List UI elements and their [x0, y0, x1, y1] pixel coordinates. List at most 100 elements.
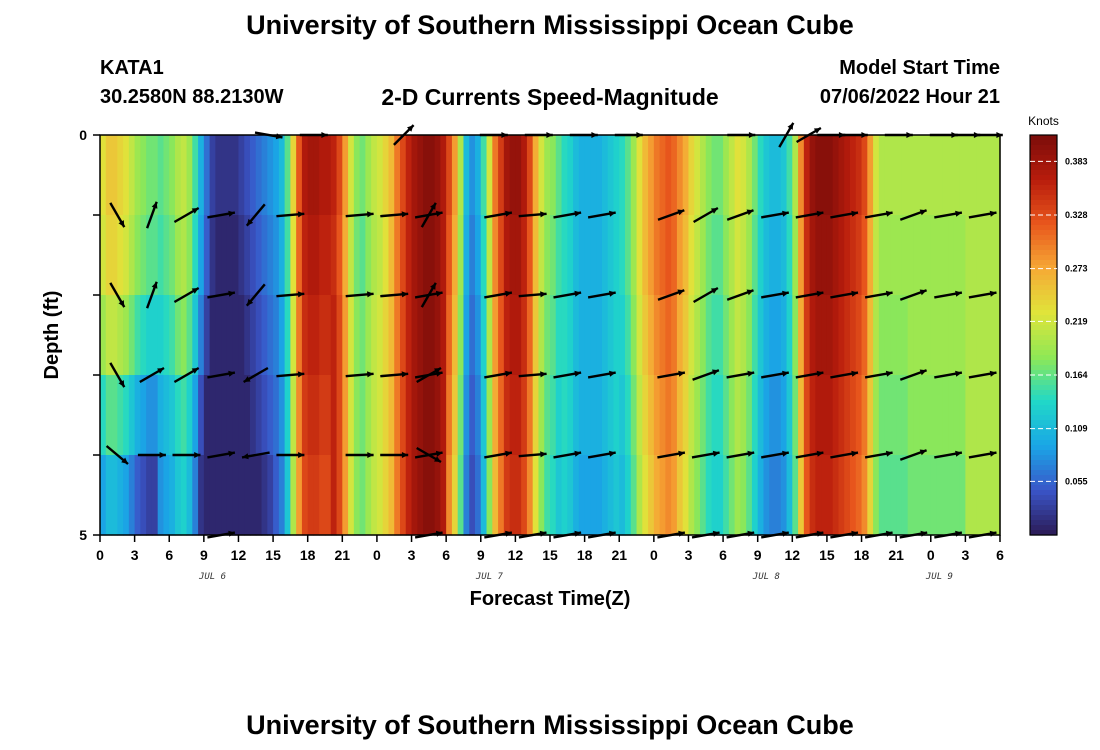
heat-cell [538, 375, 545, 456]
heat-cell [434, 295, 441, 376]
colorbar-swatch [1030, 400, 1057, 406]
heat-cell [763, 455, 770, 536]
heat-cell [561, 135, 568, 216]
heat-cell [457, 295, 465, 376]
heat-cell [273, 455, 280, 536]
heat-cell [913, 135, 920, 216]
heat-cell [705, 295, 713, 376]
heat-cell [734, 455, 741, 536]
x-axis-title: Forecast Time(Z) [470, 588, 631, 610]
heat-cell [509, 135, 516, 216]
colorbar-swatch [1030, 475, 1057, 481]
current-vector [414, 210, 443, 219]
heat-cell [884, 455, 891, 536]
heat-cell [123, 215, 130, 296]
heat-cell [405, 135, 413, 216]
heat-cell [948, 295, 955, 376]
heat-cell [578, 375, 586, 456]
footer-title: University of Southern Mississippi Ocean… [246, 710, 854, 740]
x-tick-label: 3 [408, 547, 416, 563]
heat-cell [988, 215, 995, 296]
heat-cell [544, 135, 551, 216]
heat-cell [550, 135, 557, 216]
heat-cell [428, 375, 436, 456]
heat-cell [630, 215, 638, 296]
current-vector [693, 206, 719, 224]
current-vector [414, 370, 443, 379]
current-vector [968, 210, 997, 219]
heat-cell [469, 135, 476, 216]
heat-cell [763, 295, 770, 376]
current-vector [726, 370, 755, 379]
current-vector [795, 450, 824, 459]
current-vector [518, 451, 547, 458]
heat-cell [688, 455, 695, 536]
colorbar-swatch [1030, 160, 1057, 166]
heat-cell [180, 215, 188, 296]
x-tick-label: 0 [650, 547, 658, 563]
heat-cell [717, 135, 724, 216]
colorbar-swatch [1030, 315, 1057, 321]
heat-cell [503, 455, 511, 536]
current-vector [380, 452, 409, 458]
heat-cell [146, 135, 153, 216]
heat-cell [723, 455, 730, 536]
heat-cell [826, 135, 834, 216]
heat-cell [128, 295, 136, 376]
heat-cell [134, 375, 141, 456]
heat-cell [261, 455, 268, 536]
heat-cell [238, 215, 245, 296]
heat-cell [330, 455, 338, 536]
heat-cell [221, 375, 228, 456]
heat-cell [394, 455, 401, 536]
heat-cell [457, 215, 465, 296]
colorbar-unit: Knots [1028, 114, 1059, 128]
heat-cell [423, 455, 430, 536]
heat-cell [953, 375, 961, 456]
colorbar-swatch [1030, 240, 1057, 246]
heat-cell [134, 135, 141, 216]
heat-cell [682, 455, 690, 536]
colorbar-swatch [1030, 385, 1057, 391]
heat-cell [873, 455, 880, 536]
current-vector [968, 450, 997, 459]
heat-cell [746, 455, 753, 536]
heat-cell [757, 455, 765, 536]
heat-cell [832, 215, 840, 296]
heat-cell [128, 455, 136, 536]
heat-cell [803, 375, 811, 456]
current-vector [760, 450, 790, 459]
heat-cell [128, 135, 136, 216]
heat-cell [671, 375, 678, 456]
current-vector [380, 371, 409, 378]
heat-cell [521, 295, 528, 376]
heat-cell [613, 375, 620, 456]
heat-cell [959, 135, 966, 216]
heat-cell [255, 455, 263, 536]
heat-cell [925, 295, 932, 376]
heat-cell [475, 215, 482, 296]
heat-cell [521, 215, 528, 296]
heat-cell [371, 135, 378, 216]
heat-cell [376, 135, 384, 216]
heat-cell [405, 295, 413, 376]
colorbar-swatch [1030, 355, 1057, 361]
heat-cell [775, 455, 782, 536]
colorbar-swatch [1030, 365, 1057, 371]
heat-cell [226, 295, 234, 376]
current-vector [830, 370, 859, 379]
heat-cell [226, 455, 234, 536]
heat-cell [278, 455, 286, 536]
heat-cell [209, 135, 216, 216]
heat-cell [521, 375, 528, 456]
heat-cell [682, 135, 690, 216]
heat-cell [769, 135, 776, 216]
heat-cell [463, 375, 470, 456]
heat-cell [123, 375, 130, 456]
heat-cell [250, 135, 257, 216]
heat-cell [901, 455, 909, 536]
station-id: KATA1 [100, 57, 164, 79]
heat-cell [584, 295, 591, 376]
heat-cell [157, 295, 165, 376]
x-tick-label: 18 [854, 547, 870, 563]
